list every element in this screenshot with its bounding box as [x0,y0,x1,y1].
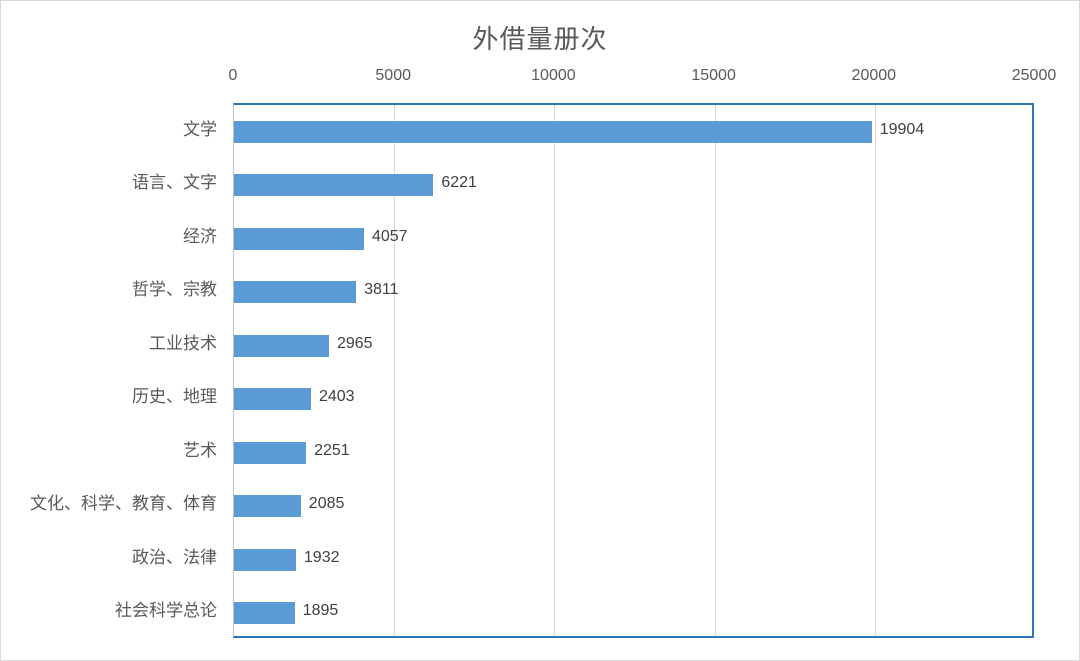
bar [234,227,364,250]
plot-area [233,103,1034,638]
bar [234,548,296,571]
gridline [394,105,396,636]
category-label: 哲学、宗教 [132,280,217,300]
category-label: 语言、文字 [132,173,217,193]
category-label: 社会科学总论 [115,601,217,621]
x-tick-label: 25000 [1011,67,1057,84]
category-label: 工业技术 [149,333,217,353]
value-label: 2403 [318,388,355,406]
value-label: 2965 [336,334,373,352]
value-label: 2085 [308,495,345,513]
bar [234,334,329,357]
gridline [554,105,556,636]
category-label: 艺术 [183,440,217,460]
value-label: 1895 [302,602,339,620]
gridline [874,105,876,636]
bar [234,441,307,464]
bar [234,281,357,304]
x-tick-label: 20000 [851,67,897,84]
x-tick-label: 0 [228,67,238,84]
bar [234,388,311,411]
value-label: 6221 [441,174,477,192]
value-label: 2251 [314,441,350,459]
chart-title: 外借量册次 [472,24,608,54]
x-tick-label: 10000 [531,67,576,84]
value-label: 4057 [371,227,408,245]
bar [234,174,434,197]
value-label: 3811 [364,281,399,299]
category-label: 政治、法律 [132,547,217,567]
gridline [714,105,716,636]
value-label: 19904 [879,120,925,138]
bar [234,120,872,143]
value-label: 1932 [303,548,340,566]
category-label: 文学 [183,119,217,139]
category-label: 历史、地理 [132,387,217,407]
bar [234,602,295,625]
category-label: 文化、科学、教育、体育 [30,494,217,514]
category-label: 经济 [183,226,217,246]
bar [234,495,301,518]
x-tick-label: 15000 [691,67,736,84]
x-tick-label: 5000 [375,67,411,84]
